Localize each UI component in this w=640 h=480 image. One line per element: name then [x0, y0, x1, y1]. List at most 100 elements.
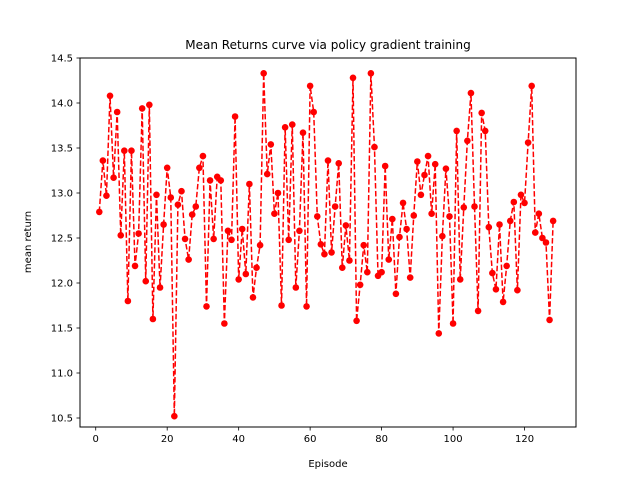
data-point	[242, 270, 250, 278]
data-point	[263, 170, 271, 178]
data-point	[296, 227, 303, 235]
data-point	[342, 222, 350, 229]
data-point	[471, 203, 478, 210]
data-point	[135, 230, 142, 237]
data-point	[278, 302, 285, 309]
data-point	[492, 286, 500, 293]
data-point	[128, 147, 135, 154]
data-point	[285, 236, 292, 244]
data-point	[349, 74, 357, 82]
data-point	[221, 320, 228, 327]
data-point	[324, 157, 332, 164]
data-point	[439, 232, 446, 240]
data-point	[392, 290, 400, 298]
data-point	[171, 412, 178, 420]
data-point	[431, 160, 439, 168]
data-point	[106, 92, 114, 100]
data-point	[113, 108, 121, 116]
data-point	[521, 199, 528, 207]
data-point	[335, 160, 343, 167]
x-tick-label: 0	[93, 434, 99, 445]
data-point	[353, 317, 360, 325]
data-point	[467, 89, 475, 97]
data-point	[149, 315, 157, 323]
y-tick-label: 13.5	[51, 144, 73, 155]
x-tick-label: 20	[161, 434, 174, 445]
data-point	[528, 82, 535, 90]
data-point	[549, 217, 557, 225]
data-point	[514, 286, 521, 294]
data-point	[499, 298, 507, 306]
data-point	[253, 264, 260, 272]
x-tick-label: 100	[444, 434, 463, 445]
data-point	[181, 235, 189, 243]
data-point	[346, 257, 353, 264]
data-point	[421, 171, 428, 179]
data-point	[235, 276, 242, 283]
data-point	[292, 284, 300, 291]
y-tick-label: 14.5	[51, 54, 73, 65]
data-point	[121, 147, 128, 154]
data-point	[378, 268, 385, 276]
data-point	[485, 223, 493, 231]
data-point	[103, 192, 110, 199]
data-point	[517, 191, 525, 199]
data-point	[138, 105, 146, 112]
data-point	[228, 236, 235, 244]
data-point	[539, 234, 546, 242]
data-point	[424, 152, 432, 160]
data-point	[206, 177, 214, 184]
data-point	[231, 113, 239, 120]
data-point	[321, 250, 328, 258]
data-point	[385, 256, 393, 263]
data-point	[160, 221, 167, 228]
data-point	[506, 217, 514, 225]
data-point	[131, 262, 139, 270]
data-point	[260, 70, 267, 77]
data-point	[163, 164, 171, 172]
data-point	[288, 121, 296, 128]
data-point	[381, 162, 389, 170]
data-point	[110, 174, 117, 181]
data-point	[406, 274, 414, 281]
data-point	[360, 241, 368, 249]
plot-area	[96, 70, 557, 420]
data-point	[196, 164, 203, 172]
y-tick-label: 12.0	[51, 279, 73, 290]
y-tick-label: 13.0	[51, 189, 73, 200]
data-point	[238, 225, 246, 233]
data-point	[449, 320, 457, 327]
data-point	[174, 201, 182, 208]
data-point	[396, 233, 403, 241]
data-point	[117, 232, 125, 239]
data-point	[281, 124, 289, 131]
data-point	[299, 129, 307, 136]
axes-frame	[79, 57, 577, 428]
data-point	[167, 194, 175, 201]
data-point	[331, 203, 339, 210]
data-point	[489, 269, 496, 277]
data-point	[338, 264, 346, 272]
data-point	[306, 82, 314, 90]
y-axis-label: mean return	[23, 211, 34, 273]
data-point	[510, 198, 518, 206]
data-point	[192, 203, 200, 210]
data-point	[185, 256, 192, 263]
data-point	[410, 212, 418, 219]
data-point	[217, 177, 225, 184]
data-point	[364, 268, 371, 276]
data-point	[99, 157, 107, 164]
data-point	[199, 152, 207, 160]
data-point	[503, 262, 510, 270]
data-point	[310, 108, 318, 116]
x-tick-label: 80	[375, 434, 388, 445]
data-point	[153, 191, 160, 199]
data-point	[328, 249, 335, 256]
data-point	[124, 297, 132, 305]
data-point	[453, 127, 460, 135]
data-point	[96, 208, 103, 216]
data-point	[156, 284, 164, 291]
data-point	[474, 307, 482, 315]
data-point	[524, 139, 532, 146]
